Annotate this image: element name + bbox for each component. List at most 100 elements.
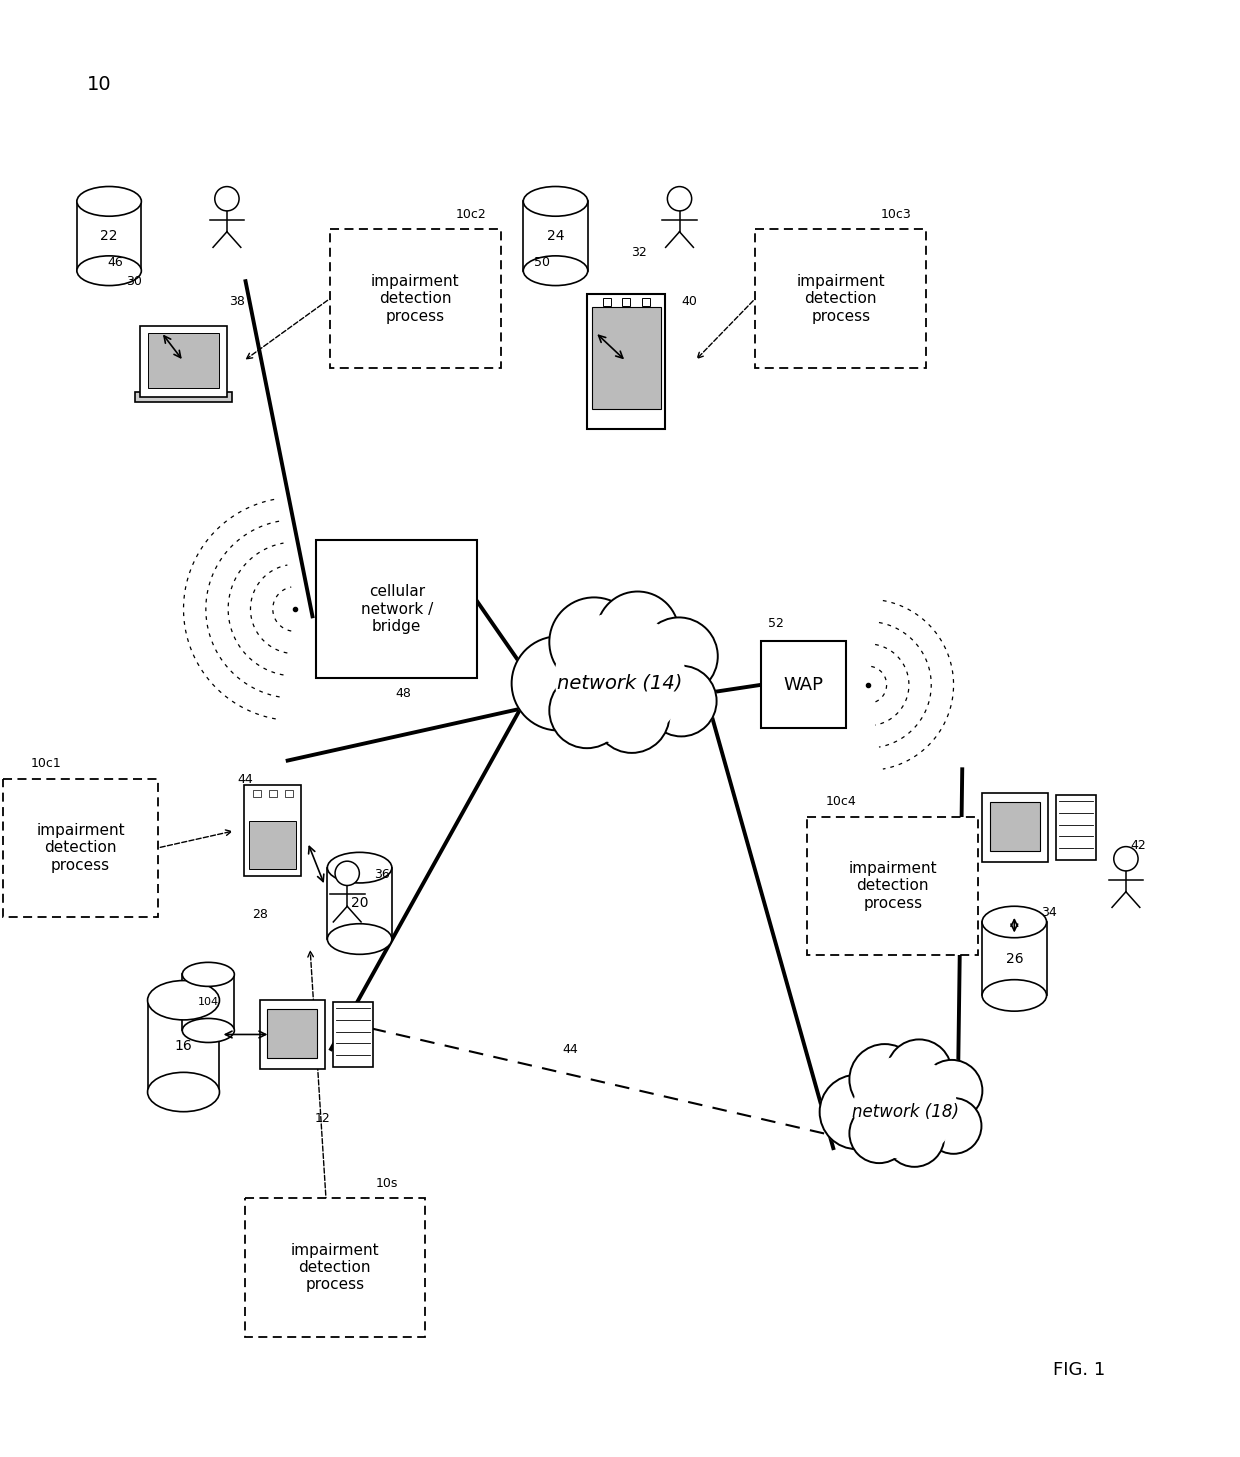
Circle shape	[820, 1075, 894, 1150]
Text: 48: 48	[396, 688, 410, 699]
Text: 10s: 10s	[376, 1177, 398, 1189]
Circle shape	[640, 618, 718, 695]
Circle shape	[596, 592, 680, 675]
Text: 44: 44	[563, 1043, 578, 1055]
Circle shape	[215, 186, 239, 211]
FancyBboxPatch shape	[148, 334, 219, 388]
Circle shape	[925, 1099, 982, 1154]
Circle shape	[849, 1045, 920, 1115]
FancyBboxPatch shape	[591, 307, 661, 409]
Circle shape	[849, 1045, 920, 1115]
Text: FIG. 1: FIG. 1	[1053, 1361, 1105, 1378]
Text: WAP: WAP	[784, 676, 823, 694]
Circle shape	[854, 1056, 956, 1158]
Text: network (14): network (14)	[557, 675, 683, 694]
Text: 44: 44	[238, 774, 253, 785]
Text: 42: 42	[1131, 839, 1146, 851]
Circle shape	[596, 592, 680, 675]
Ellipse shape	[77, 256, 141, 286]
Ellipse shape	[148, 981, 219, 1020]
Circle shape	[887, 1039, 952, 1104]
Circle shape	[335, 861, 360, 886]
Circle shape	[549, 597, 639, 686]
FancyBboxPatch shape	[982, 794, 1048, 861]
Text: 26: 26	[1006, 951, 1023, 966]
Circle shape	[921, 1059, 982, 1122]
Circle shape	[549, 673, 625, 749]
Text: 16: 16	[175, 1039, 192, 1053]
Ellipse shape	[982, 979, 1047, 1011]
Text: 40: 40	[682, 296, 697, 307]
Text: network (18): network (18)	[852, 1103, 959, 1120]
Bar	[77, 201, 141, 271]
Circle shape	[646, 666, 717, 736]
Text: 10c4: 10c4	[826, 796, 856, 807]
Circle shape	[925, 1099, 982, 1154]
FancyBboxPatch shape	[332, 1002, 373, 1067]
FancyBboxPatch shape	[1055, 796, 1096, 860]
Bar	[182, 975, 234, 1030]
Circle shape	[884, 1107, 945, 1167]
Circle shape	[594, 678, 670, 753]
Ellipse shape	[77, 186, 141, 216]
FancyBboxPatch shape	[761, 641, 846, 728]
FancyBboxPatch shape	[140, 326, 227, 396]
Circle shape	[556, 613, 684, 742]
Circle shape	[667, 186, 692, 211]
Bar	[285, 790, 293, 797]
Ellipse shape	[523, 186, 588, 216]
Text: impairment
detection
process: impairment detection process	[290, 1243, 379, 1292]
Text: 20: 20	[351, 896, 368, 911]
Bar	[603, 297, 610, 306]
Text: 38: 38	[229, 296, 244, 307]
Text: impairment
detection
process: impairment detection process	[796, 274, 885, 323]
FancyBboxPatch shape	[316, 541, 477, 679]
Text: 28: 28	[253, 909, 268, 921]
Text: 34: 34	[1042, 906, 1056, 918]
Circle shape	[884, 1107, 945, 1167]
Text: 50: 50	[534, 256, 549, 268]
Circle shape	[512, 637, 606, 730]
Circle shape	[887, 1039, 952, 1104]
Text: 10c1: 10c1	[31, 758, 61, 769]
FancyBboxPatch shape	[755, 229, 926, 367]
Ellipse shape	[148, 1072, 219, 1112]
FancyBboxPatch shape	[330, 229, 501, 367]
Ellipse shape	[327, 852, 392, 883]
FancyBboxPatch shape	[246, 1198, 424, 1338]
Text: 36: 36	[374, 868, 389, 880]
Bar	[269, 790, 277, 797]
Bar	[523, 201, 588, 271]
Bar	[148, 1000, 219, 1093]
Circle shape	[640, 618, 718, 695]
Text: 32: 32	[631, 246, 646, 258]
Circle shape	[549, 673, 625, 749]
Text: 46: 46	[108, 256, 123, 268]
FancyBboxPatch shape	[244, 785, 301, 876]
Ellipse shape	[182, 1018, 234, 1043]
Text: impairment
detection
process: impairment detection process	[371, 274, 460, 323]
Circle shape	[646, 666, 717, 736]
Bar	[327, 868, 392, 940]
Circle shape	[820, 1075, 894, 1150]
Ellipse shape	[982, 906, 1047, 938]
FancyBboxPatch shape	[4, 778, 159, 918]
Text: 12: 12	[315, 1113, 330, 1125]
FancyBboxPatch shape	[991, 801, 1039, 851]
FancyBboxPatch shape	[259, 1001, 325, 1068]
Ellipse shape	[327, 924, 392, 954]
Bar	[982, 922, 1047, 995]
Text: 10: 10	[87, 74, 112, 95]
Circle shape	[549, 597, 639, 686]
Text: impairment
detection
process: impairment detection process	[36, 823, 125, 873]
Text: 22: 22	[100, 229, 118, 243]
Circle shape	[1114, 847, 1138, 871]
FancyBboxPatch shape	[135, 392, 232, 402]
Text: 24: 24	[547, 229, 564, 243]
Bar	[622, 297, 630, 306]
Ellipse shape	[523, 256, 588, 286]
Text: 30: 30	[126, 275, 141, 287]
Circle shape	[849, 1103, 909, 1163]
FancyBboxPatch shape	[249, 822, 296, 868]
Text: 10c2: 10c2	[456, 208, 486, 220]
